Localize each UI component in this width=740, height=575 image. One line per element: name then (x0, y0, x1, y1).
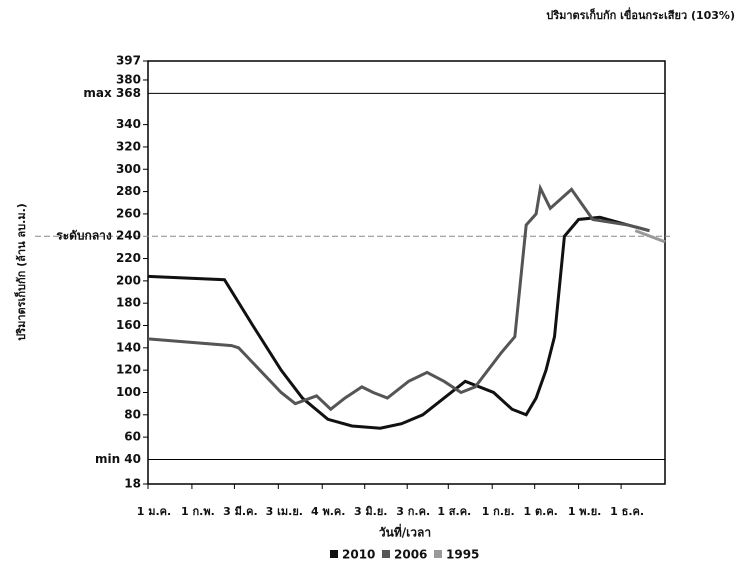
reference-label: min 40 (95, 452, 141, 466)
reference-label: ระดับกลาง 240 (56, 229, 141, 243)
x-tick-label: 3 เม.ย. (266, 505, 303, 518)
y-tick-label: 180 (116, 296, 141, 310)
y-axis-label: ปริมาตรเก็บกัก (ล้าน ลบ.ม.) (14, 203, 28, 341)
y-tick-label: 280 (116, 184, 141, 198)
legend-label: 1995 (446, 548, 479, 562)
series-line (147, 215, 650, 430)
y-tick-label: 300 (116, 162, 141, 176)
y-tick-label: 340 (116, 117, 141, 131)
legend-label: 2006 (394, 548, 427, 562)
plot-frame (147, 60, 666, 485)
y-tick-label: 120 (116, 363, 141, 377)
x-tick-label: 1 ก.ย. (482, 505, 515, 518)
y-tick-label: 18 (124, 477, 141, 491)
x-tick-label: 1 ต.ค. (524, 505, 558, 518)
legend-label: 2010 (342, 548, 375, 562)
x-tick-label: 3 ก.ค. (396, 505, 430, 518)
y-tick-label: 200 (116, 273, 141, 287)
chart-title: ปริมาตรเก็บกัก เขื่อนกระเสียว (103%) (546, 7, 735, 22)
x-tick-label: 4 พ.ค. (311, 505, 345, 518)
series-line (634, 229, 666, 244)
series-line (147, 183, 650, 412)
x-tick-label: 3 มิ.ย. (354, 505, 388, 518)
y-tick-label: 100 (116, 385, 141, 399)
legend-swatch (330, 550, 338, 558)
legend-swatch (434, 550, 442, 558)
reference-label: max 368 (83, 86, 141, 100)
x-axis-label: วันที่/เวลา (379, 524, 431, 540)
y-tick-label: 60 (124, 430, 141, 444)
x-tick-label: 3 มี.ค. (223, 505, 257, 518)
y-tick-label: 380 (116, 72, 141, 86)
y-tick-label: 397 (116, 54, 141, 68)
y-tick-label: 320 (116, 139, 141, 153)
x-tick-label: 1 พ.ย. (568, 505, 602, 518)
y-tick-label: 160 (116, 318, 141, 332)
y-tick-label: 140 (116, 340, 141, 354)
x-tick-label: 1 ส.ค. (437, 505, 471, 518)
y-tick-label: 220 (116, 251, 141, 265)
y-tick-label: 260 (116, 206, 141, 220)
x-tick-label: 1 ม.ค. (137, 505, 171, 518)
y-tick-label: 80 (124, 407, 141, 421)
legend-swatch (382, 550, 390, 558)
x-tick-label: 1 ธ.ค. (610, 505, 644, 518)
x-tick-label: 1 ก.พ. (181, 505, 215, 518)
